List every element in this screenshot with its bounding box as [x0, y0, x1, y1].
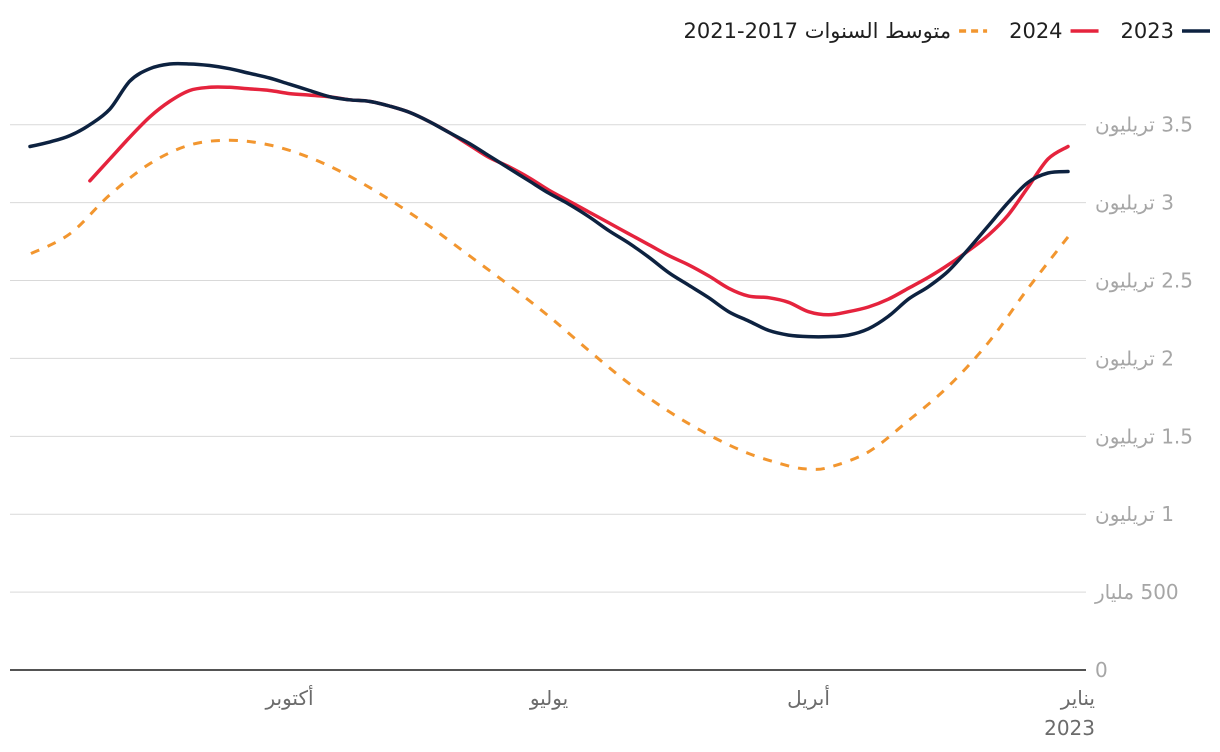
y-axis-ticks: 0 500 مليار 1 تريليون 1.5 تريليون 2 تريليون 2… [1094, 113, 1193, 682]
series-line-average [29, 138, 1070, 471]
legend-label: 2024 [1009, 19, 1062, 43]
x-tick-label: يناير [1060, 686, 1095, 710]
y-tick-label: 3 تريليون [1095, 191, 1174, 215]
legend-item-2024: 2024 [1009, 19, 1099, 43]
y-tick-label: 1.5 تريليون [1095, 424, 1193, 448]
x-axis-ticks: يناير 2023 أبريل يوليو أكتوبر [264, 685, 1095, 740]
legend-item-2023: 2023 [1121, 19, 1210, 43]
y-tick-label: 2.5 تريليون [1095, 269, 1193, 293]
y-tick-label: 500 مليار [1094, 580, 1179, 604]
series-lines [28, 61, 1070, 471]
legend-label: 2023 [1121, 19, 1174, 43]
series-line-2023 [28, 61, 1070, 339]
x-tick-label: يوليو [529, 686, 568, 710]
y-tick-label: 2 تريليون [1095, 346, 1174, 370]
legend-label: متوسط السنوات 2017-2021 [684, 19, 952, 43]
legend-item-average: متوسط السنوات 2017-2021 [684, 19, 988, 43]
y-tick-label: 1 تريليون [1095, 502, 1174, 526]
legend: 2023 2024 متوسط السنوات 2017-2021 [684, 19, 1210, 43]
x-tick-label: أبريل [787, 685, 830, 710]
gridlines [10, 124, 1086, 671]
y-tick-label: 0 [1095, 658, 1108, 682]
y-tick-label: 3.5 تريليون [1095, 113, 1193, 137]
x-tick-label: أكتوبر [264, 685, 313, 710]
series-line-2024 [88, 85, 1070, 317]
x-tick-sublabel: 2023 [1044, 716, 1095, 740]
